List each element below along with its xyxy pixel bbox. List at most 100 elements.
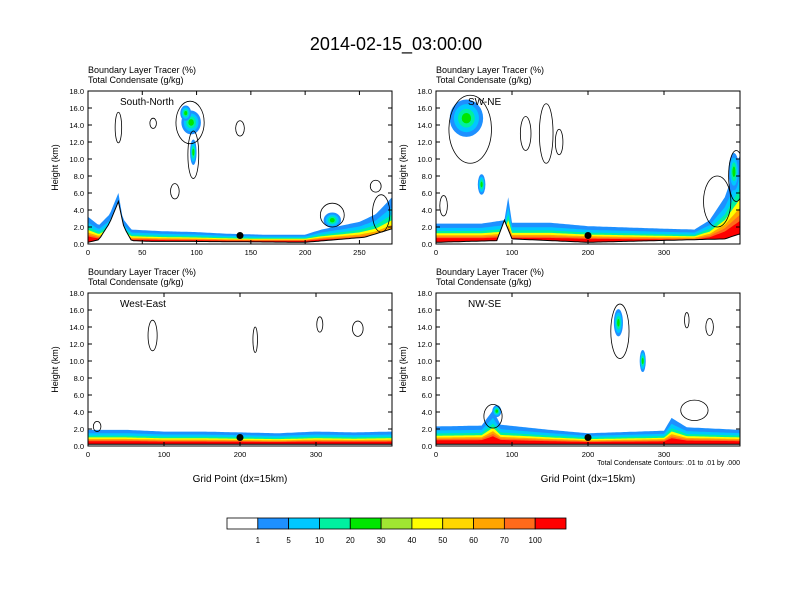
colorbar-swatch — [226, 517, 259, 530]
tracer-band — [88, 212, 392, 244]
y-tick-label: 4.0 — [74, 408, 84, 417]
panel-2: 0.0 2.0 4.0 6.0 8.0 10.0 12.0 14.0 16.0 18.0 0 100 2… — [50, 267, 393, 485]
tracer-band — [436, 214, 740, 244]
tracer-band — [88, 204, 392, 244]
y-axis-label: Height (km) — [398, 144, 408, 191]
colorbar-label: 10 — [315, 536, 324, 545]
x-tick-label: 200 — [234, 450, 247, 459]
tracer-blob — [641, 357, 644, 365]
panels: 0.0 2.0 4.0 6.0 8.0 10.0 12.0 14.0 16.0 18.0 0 50 10… — [50, 65, 741, 485]
y-tick-label: 12.0 — [69, 138, 84, 147]
condensate-contour — [92, 420, 102, 432]
x-tick-label: 150 — [245, 248, 258, 257]
x-tick-label: 300 — [310, 450, 323, 459]
tracer-band — [88, 230, 392, 244]
panel-line1: Boundary Layer Tracer (%) — [436, 65, 544, 75]
colorbar-label: 40 — [407, 536, 416, 545]
y-tick-label: 4.0 — [422, 408, 432, 417]
condensate-contour — [319, 202, 345, 228]
panel-line1: Boundary Layer Tracer (%) — [436, 267, 544, 277]
colorbar-label: 70 — [500, 536, 509, 545]
y-tick-label: 0.0 — [422, 442, 432, 451]
colorbar-swatch — [380, 517, 413, 530]
y-tick-label: 4.0 — [74, 206, 84, 215]
tracer-blob — [461, 112, 472, 124]
y-tick-label: 10.0 — [417, 357, 432, 366]
location-marker — [236, 232, 244, 239]
panel-1: 0.0 2.0 4.0 6.0 8.0 10.0 12.0 14.0 16.0 18.0 0 100 2… — [398, 65, 741, 257]
x-tick-label: 100 — [506, 450, 519, 459]
condensate-contour — [114, 111, 123, 144]
condensate-contour — [187, 130, 200, 179]
panel-line2: Total Condensate (g/kg) — [436, 75, 532, 85]
x-tick-label: 100 — [190, 248, 203, 257]
x-tick-label: 0 — [86, 450, 90, 459]
tracer-band — [88, 227, 392, 244]
x-tick-label: 250 — [353, 248, 366, 257]
y-tick-label: 18.0 — [69, 87, 84, 96]
y-axis-label: Height (km) — [50, 346, 60, 393]
y-tick-label: 8.0 — [422, 374, 432, 383]
panel-0: 0.0 2.0 4.0 6.0 8.0 10.0 12.0 14.0 16.0 18.0 0 50 10… — [50, 65, 393, 257]
colorbar-label: 60 — [469, 536, 478, 545]
y-tick-label: 12.0 — [417, 138, 432, 147]
y-tick-label: 10.0 — [69, 357, 84, 366]
colorbar-label: 5 — [286, 536, 291, 545]
page-title: 2014-02-15_03:00:00 — [310, 34, 482, 55]
x-tick-label: 0 — [434, 450, 438, 459]
condensate-contour — [170, 183, 180, 200]
contour-note: Total Condensate Contours: .01 to .01 by… — [597, 460, 740, 467]
panel-label: NW-SE — [468, 299, 501, 310]
x-tick-label: 200 — [299, 248, 312, 257]
colorbar-swatch — [534, 517, 567, 530]
condensate-contour — [538, 103, 554, 164]
panel-label: West-East — [120, 299, 166, 310]
panel-line2: Total Condensate (g/kg) — [88, 277, 184, 287]
y-tick-label: 2.0 — [74, 223, 84, 232]
y-tick-label: 16.0 — [417, 104, 432, 113]
y-tick-label: 14.0 — [417, 323, 432, 332]
colorbar-swatch — [503, 517, 536, 530]
condensate-contour — [252, 326, 258, 353]
tracer-blob — [192, 148, 195, 156]
panel-label: SW-NE — [468, 97, 501, 108]
condensate-contour — [483, 403, 503, 429]
location-marker — [236, 434, 244, 441]
tracer-blob — [495, 409, 499, 413]
condensate-contour — [175, 100, 205, 145]
panel-3: 0.0 2.0 4.0 6.0 8.0 10.0 12.0 14.0 16.0 18.0 0 100 2… — [398, 267, 741, 485]
y-tick-label: 0.0 — [74, 442, 84, 451]
y-tick-label: 18.0 — [417, 87, 432, 96]
condensate-contour — [316, 316, 324, 333]
colorbar-label: 1 — [256, 536, 261, 545]
condensate-contour — [610, 303, 630, 359]
y-tick-label: 2.0 — [422, 223, 432, 232]
tracer-band — [88, 223, 392, 244]
tracer-band — [436, 207, 740, 244]
plot-frame — [87, 292, 393, 447]
condensate-contour — [448, 94, 492, 164]
y-tick-label: 10.0 — [69, 155, 84, 164]
condensate-contour — [703, 175, 732, 228]
x-tick-label: 0 — [434, 248, 438, 257]
x-axis-label: Grid Point (dx=15km) — [541, 474, 636, 485]
colorbar-label: 50 — [438, 536, 447, 545]
tracer-blob — [188, 119, 194, 126]
y-tick-label: 6.0 — [422, 189, 432, 198]
condensate-contour — [439, 195, 448, 217]
tracer-band — [88, 218, 392, 244]
plot-area — [436, 303, 740, 446]
x-tick-label: 100 — [158, 450, 171, 459]
panel-line1: Boundary Layer Tracer (%) — [88, 267, 196, 277]
x-tick-label: 50 — [138, 248, 146, 257]
x-tick-label: 300 — [658, 450, 671, 459]
y-tick-label: 14.0 — [69, 121, 84, 130]
terrain — [88, 199, 392, 244]
panel-label: South-North — [120, 97, 174, 108]
panel-line2: Total Condensate (g/kg) — [88, 75, 184, 85]
y-tick-label: 8.0 — [422, 172, 432, 181]
y-tick-label: 16.0 — [417, 306, 432, 315]
y-tick-label: 18.0 — [69, 289, 84, 298]
condensate-contour — [684, 312, 690, 329]
